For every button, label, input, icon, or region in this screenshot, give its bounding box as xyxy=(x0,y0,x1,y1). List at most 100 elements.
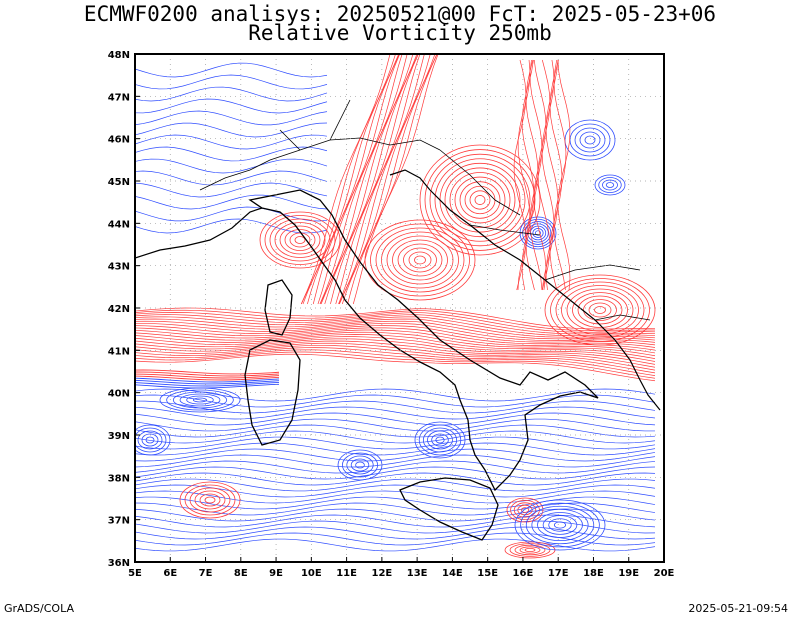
positive-vorticity-contour xyxy=(317,54,403,305)
corsica-coastline xyxy=(264,279,293,336)
negative-vorticity-contour xyxy=(135,74,328,90)
lon-label-13e: 13E xyxy=(407,568,428,579)
negative-vorticity-contour xyxy=(135,110,328,126)
positive-vorticity-contour xyxy=(179,481,241,519)
positive-vorticity-contour xyxy=(319,54,408,305)
vorticity-contours xyxy=(135,54,656,559)
negative-vorticity-contour xyxy=(584,135,596,145)
negative-vorticity-contour xyxy=(532,228,544,238)
negative-vorticity-contour xyxy=(598,177,622,193)
negative-vorticity-contour xyxy=(135,520,656,534)
positive-vorticity-contour xyxy=(269,218,331,262)
negative-vorticity-contour xyxy=(135,406,656,420)
negative-vorticity-contour xyxy=(135,412,656,426)
positive-vorticity-contour xyxy=(300,54,391,305)
positive-vorticity-contour xyxy=(521,507,530,513)
negative-vorticity-contour xyxy=(135,436,656,450)
positive-vorticity-contour xyxy=(594,306,606,314)
lon-label-17e: 17E xyxy=(548,568,569,579)
negative-vorticity-contour xyxy=(135,379,280,385)
positive-vorticity-contour xyxy=(557,59,571,291)
positive-vorticity-contour xyxy=(338,54,431,305)
positive-vorticity-contour xyxy=(135,336,656,359)
positive-vorticity-contour xyxy=(419,144,541,256)
negative-vorticity-contour xyxy=(594,174,626,196)
positive-vorticity-contour xyxy=(513,502,537,518)
negative-vorticity-contour xyxy=(172,391,228,409)
positive-vorticity-contour xyxy=(135,334,656,357)
longitude-labels: 5E 6E 7E 8E 9E 10E 11E 12E 13E 14E 15E 16E 17E 18E 19E… xyxy=(128,557,675,579)
footer-software: GrADS/COLA xyxy=(4,602,74,615)
positive-vorticity-contour xyxy=(386,235,454,285)
lon-label-20e: 20E xyxy=(654,568,675,579)
positive-vorticity-contour xyxy=(513,59,527,291)
negative-vorticity-contour xyxy=(135,454,656,468)
positive-vorticity-contour xyxy=(424,149,536,251)
lat-label-42n: 42N xyxy=(108,304,130,315)
lat-label-38n: 38N xyxy=(108,473,130,484)
lon-label-7e: 7E xyxy=(199,568,213,579)
france-coastline xyxy=(135,207,263,259)
lat-label-47n: 47N xyxy=(108,92,130,103)
negative-vorticity-contour xyxy=(135,508,656,522)
lat-label-44n: 44N xyxy=(108,219,130,230)
negative-vorticity-contour xyxy=(537,512,583,538)
negative-vorticity-contour xyxy=(135,442,656,456)
negative-vorticity-contour xyxy=(141,433,159,447)
negative-vorticity-contour xyxy=(135,383,280,389)
positive-vorticity-contour xyxy=(524,548,536,553)
negative-vorticity-contour xyxy=(422,427,458,453)
positive-vorticity-contour xyxy=(289,232,311,248)
negative-vorticity-contour xyxy=(135,418,656,432)
italy-coastline xyxy=(248,189,599,492)
positive-vorticity-contour xyxy=(474,195,486,205)
lat-label-36n: 36N xyxy=(108,558,130,569)
negative-vorticity-contour xyxy=(135,182,328,198)
lat-label-46n: 46N xyxy=(108,135,130,146)
positive-vorticity-contour xyxy=(537,59,551,291)
negative-vorticity-contour xyxy=(605,182,615,188)
positive-vorticity-contour xyxy=(324,54,419,305)
positive-vorticity-contour xyxy=(519,546,541,554)
positive-vorticity-contour xyxy=(302,54,400,305)
positive-vorticity-contour xyxy=(184,484,236,516)
positive-vorticity-contour xyxy=(135,347,656,374)
negative-vorticity-contour xyxy=(135,194,328,210)
lon-label-8e: 8E xyxy=(234,568,248,579)
positive-vorticity-contour xyxy=(135,371,280,377)
positive-vorticity-contour xyxy=(454,176,506,224)
positive-vorticity-contour xyxy=(135,331,656,354)
negative-vorticity-contour xyxy=(135,532,656,546)
chart-title: ECMWF0200 analisys: 20250521@00 FcT: 202… xyxy=(83,2,717,26)
positive-vorticity-contour xyxy=(588,302,612,318)
positive-vorticity-contour xyxy=(135,325,656,346)
lon-label-9e: 9E xyxy=(269,568,283,579)
positive-vorticity-contour xyxy=(561,285,639,335)
positive-vorticity-contour xyxy=(392,239,448,281)
negative-vorticity-contour xyxy=(135,478,656,492)
lat-label-37n: 37N xyxy=(108,516,130,527)
positive-vorticity-contour xyxy=(135,338,656,362)
positive-vorticity-contour xyxy=(135,316,656,337)
negative-vorticity-contour xyxy=(135,382,280,387)
positive-vorticity-contour xyxy=(583,299,617,321)
negative-vorticity-contour xyxy=(135,514,656,528)
negative-vorticity-contour xyxy=(355,461,365,469)
positive-vorticity-contour xyxy=(449,172,511,228)
map-background xyxy=(135,54,664,562)
negative-vorticity-contour xyxy=(431,433,449,447)
negative-vorticity-contour xyxy=(579,131,601,149)
negative-vorticity-contour xyxy=(135,400,656,414)
negative-vorticity-contour xyxy=(137,430,163,450)
negative-vorticity-contour xyxy=(192,397,208,403)
chart-subtitle: Relative Vorticity 250mb xyxy=(248,21,552,45)
negative-vorticity-contour xyxy=(135,448,656,462)
positive-vorticity-contour xyxy=(459,181,501,219)
coastlines xyxy=(135,99,661,541)
positive-vorticity-contour xyxy=(375,227,465,293)
negative-vorticity-contour xyxy=(135,466,656,480)
positive-vorticity-contour xyxy=(555,281,645,339)
positive-vorticity-contour xyxy=(135,351,656,379)
positive-vorticity-contour xyxy=(550,278,650,342)
positive-vorticity-contour xyxy=(429,153,531,247)
